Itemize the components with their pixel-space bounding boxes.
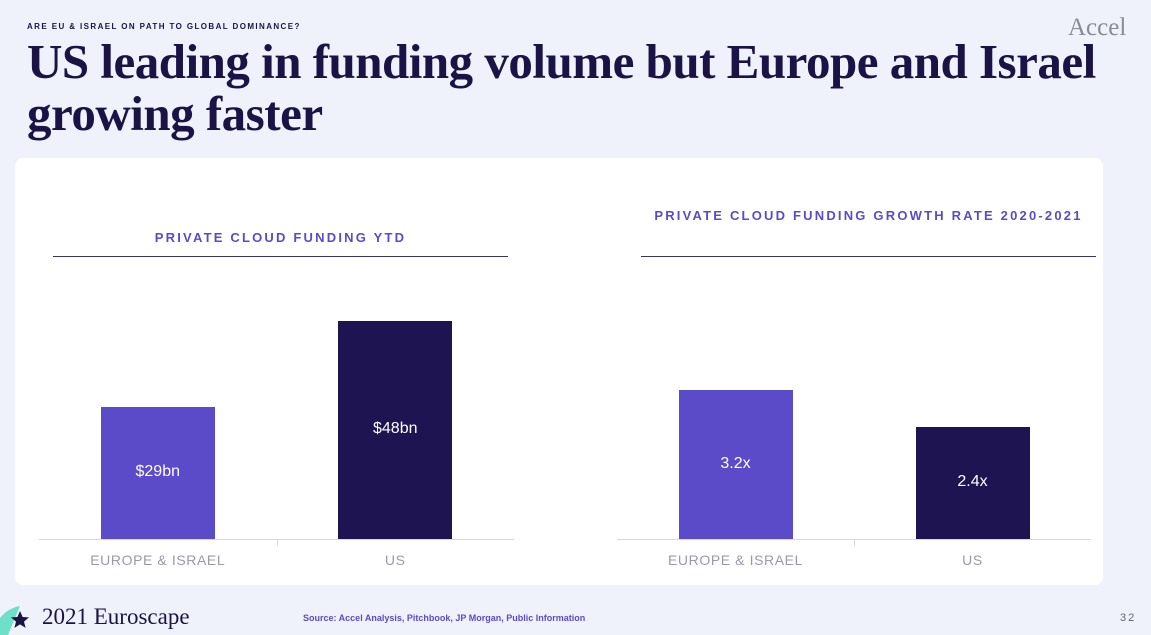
corner-decoration: [0, 606, 29, 635]
category-divider: [854, 539, 855, 546]
x-tick-label: US: [384, 552, 406, 568]
bar: [338, 321, 453, 539]
x-tick-label: US: [962, 552, 983, 568]
category-divider: [276, 539, 278, 546]
value-label: $29bn: [135, 463, 181, 481]
kicker: ARE EU & ISRAEL ON PATH TO GLOBAL DOMINA…: [27, 22, 301, 31]
x-tick-label: EUROPE & ISRAEL: [667, 552, 804, 568]
title-rule: [53, 256, 508, 257]
value-label: 2.4x: [957, 473, 988, 491]
x-tick-label: EUROPE & ISRAEL: [90, 552, 226, 568]
page-number: 32: [1120, 612, 1137, 624]
source-note: Source: Accel Analysis, Pitchbook, JP Mo…: [303, 613, 586, 623]
bar: [678, 390, 793, 539]
value-label: 3.2x: [720, 454, 751, 472]
bar: [100, 407, 215, 539]
value-label: $48bn: [373, 420, 418, 437]
bar: [915, 427, 1030, 539]
slide-title: US leading in funding volume but Europe …: [27, 34, 1096, 141]
brand: 2021 Euroscape: [42, 604, 190, 629]
chart-title: PRIVATE CLOUD FUNDING YTD: [154, 230, 407, 245]
title-rule: [641, 256, 1096, 257]
chart-title: PRIVATE CLOUD FUNDING GROWTH RATE 2020-2…: [654, 208, 1083, 223]
logo: Accel: [1068, 14, 1127, 41]
